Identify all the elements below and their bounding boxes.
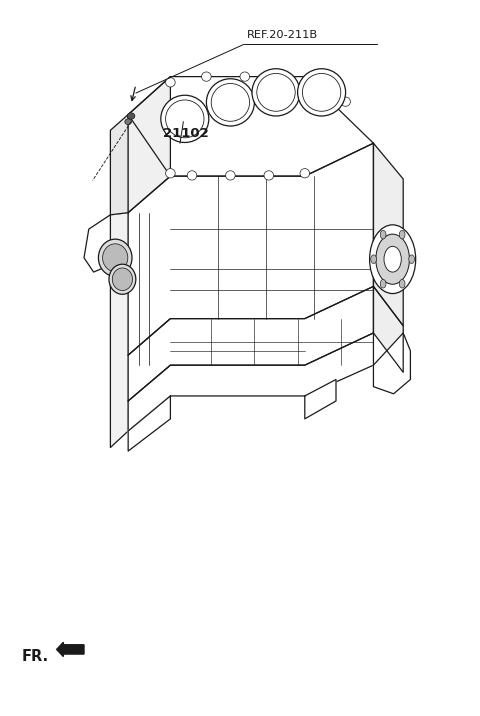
- Ellipse shape: [187, 171, 197, 180]
- Ellipse shape: [202, 72, 211, 82]
- Text: 21102: 21102: [163, 127, 209, 140]
- Ellipse shape: [376, 234, 409, 284]
- Ellipse shape: [166, 78, 175, 87]
- Ellipse shape: [103, 243, 128, 272]
- Ellipse shape: [112, 268, 132, 291]
- Text: REF.20-211B: REF.20-211B: [247, 30, 318, 40]
- Ellipse shape: [399, 231, 405, 239]
- Polygon shape: [373, 286, 403, 372]
- Ellipse shape: [341, 97, 350, 107]
- Ellipse shape: [380, 231, 386, 239]
- Ellipse shape: [226, 171, 235, 180]
- Ellipse shape: [252, 69, 300, 116]
- Ellipse shape: [278, 74, 288, 84]
- Ellipse shape: [298, 69, 346, 116]
- Ellipse shape: [300, 169, 310, 178]
- Polygon shape: [128, 143, 373, 355]
- Polygon shape: [110, 115, 128, 448]
- Ellipse shape: [98, 239, 132, 276]
- Ellipse shape: [127, 113, 135, 120]
- Ellipse shape: [399, 279, 405, 288]
- Ellipse shape: [161, 95, 209, 142]
- Text: FR.: FR.: [22, 649, 49, 664]
- Ellipse shape: [240, 72, 250, 82]
- Polygon shape: [110, 115, 128, 215]
- Ellipse shape: [384, 246, 401, 272]
- Polygon shape: [305, 379, 336, 419]
- Polygon shape: [128, 396, 170, 451]
- Polygon shape: [128, 77, 170, 213]
- Polygon shape: [128, 286, 373, 401]
- Ellipse shape: [380, 279, 386, 288]
- Polygon shape: [373, 333, 410, 394]
- Polygon shape: [128, 77, 373, 176]
- Ellipse shape: [371, 255, 376, 263]
- Polygon shape: [373, 143, 403, 326]
- FancyArrow shape: [57, 642, 84, 657]
- Ellipse shape: [125, 119, 132, 125]
- Ellipse shape: [109, 264, 136, 294]
- Ellipse shape: [370, 225, 416, 294]
- Ellipse shape: [409, 255, 415, 263]
- Ellipse shape: [206, 79, 254, 126]
- Ellipse shape: [264, 171, 274, 180]
- Ellipse shape: [166, 169, 175, 178]
- Ellipse shape: [312, 83, 322, 92]
- Polygon shape: [128, 333, 373, 431]
- Polygon shape: [84, 215, 110, 272]
